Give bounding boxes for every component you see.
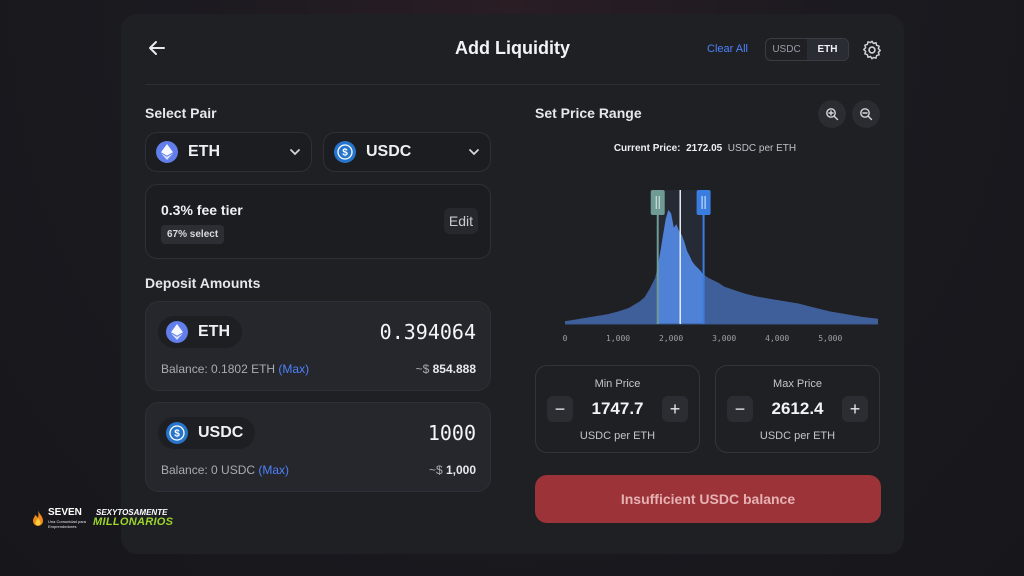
watermark-logo: SEVEN Una Comunidad para Emprendedores S…	[30, 506, 190, 532]
watermark-line2: MILLONARIOS	[93, 516, 174, 528]
svg-text:$: $	[342, 148, 348, 159]
x-tick-label: 3,000	[712, 334, 736, 343]
liquidity-area	[565, 210, 878, 324]
eth-icon	[156, 141, 178, 163]
min-price-decrement-button[interactable]: −	[547, 396, 573, 422]
zoom-out-button[interactable]	[852, 100, 880, 128]
max-price-unit: USDC per ETH	[759, 430, 836, 442]
max-price-label: Max Price	[773, 378, 822, 390]
token-a-select[interactable]: ETH	[145, 132, 312, 172]
usdc-deposit-box: $ USDC Balance: 0 USDC (Max) ~$ 1,000	[145, 402, 491, 492]
current-price-unit: USDC per ETH	[727, 143, 797, 154]
eth-amount-input[interactable]	[316, 320, 476, 344]
svg-text:$: $	[174, 429, 180, 440]
zoom-in-icon	[826, 108, 839, 121]
current-price-label: Current Price:	[613, 143, 681, 154]
max-price-increment-button[interactable]: +	[842, 396, 868, 422]
max-price-value[interactable]: 2612.4	[771, 399, 824, 418]
denomination-toggle: USDC ETH	[765, 38, 849, 61]
eth-icon	[166, 321, 188, 343]
fee-tier-box: 0.3% fee tier 67% select Edit	[145, 184, 491, 259]
current-price: Current Price: 2172.05 USDC per ETH	[535, 143, 875, 154]
set-price-range-title: Set Price Range	[535, 105, 642, 121]
eth-balance: Balance: 0.1802 ETH (Max)	[161, 362, 309, 376]
chevron-down-icon	[469, 149, 479, 156]
token-b-label: USDC	[366, 143, 412, 160]
x-tick-label: 4,000	[765, 334, 789, 343]
fee-tier-label: 0.3% fee tier	[161, 202, 243, 218]
min-price-box: Min Price − 1747.7 + USDC per ETH	[535, 365, 700, 453]
min-range-handle	[650, 190, 665, 215]
usdc-icon: $	[166, 422, 188, 444]
x-tick-label: 2,000	[659, 334, 683, 343]
max-price-box: Max Price − 2612.4 + USDC per ETH	[715, 365, 880, 453]
submit-button[interactable]: Insufficient USDC balance	[535, 475, 881, 523]
liquidity-chart[interactable]: 0 1,000 2,000 3,000 4,000 5,000	[535, 174, 881, 346]
header-divider	[145, 84, 880, 85]
token-a-label: ETH	[188, 143, 220, 160]
x-tick-label: 5,000	[818, 334, 842, 343]
gear-icon[interactable]	[861, 39, 883, 61]
min-price-unit: USDC per ETH	[579, 430, 656, 442]
chevron-down-icon	[290, 149, 300, 156]
eth-usd-amount: 854.888	[432, 362, 476, 376]
fee-select-badge: 67% select	[161, 225, 225, 244]
usdc-amount-input[interactable]	[316, 421, 476, 445]
current-price-value: 2172.05	[686, 143, 723, 154]
toggle-eth[interactable]: ETH	[807, 39, 848, 60]
page-title: Add Liquidity	[455, 38, 570, 58]
token-b-select[interactable]: $ USDC	[323, 132, 491, 172]
usdc-token-label: USDC	[198, 424, 244, 441]
watermark-brand: SEVEN	[48, 507, 82, 518]
usdc-balance-label: Balance: 0 USDC	[161, 463, 256, 477]
eth-token-label: ETH	[198, 323, 230, 340]
max-range-handle	[696, 190, 711, 215]
add-liquidity-panel: Add Liquidity Clear All USDC ETH Select …	[121, 14, 904, 554]
select-pair-title: Select Pair	[145, 105, 217, 121]
deposit-amounts-title: Deposit Amounts	[145, 275, 261, 291]
zoom-in-button[interactable]	[818, 100, 846, 128]
toggle-usdc[interactable]: USDC	[772, 44, 801, 55]
usdc-balance: Balance: 0 USDC (Max)	[161, 463, 289, 477]
usdc-usd-prefix: ~$	[428, 463, 443, 477]
eth-max-button[interactable]: (Max)	[278, 362, 310, 376]
edit-fee-button[interactable]: Edit	[443, 208, 478, 234]
zoom-out-icon	[860, 108, 873, 121]
watermark-brand-sub: Una Comunidad para Emprendedores	[48, 519, 87, 529]
clear-all-link[interactable]: Clear All	[707, 43, 748, 55]
eth-usd-prefix: ~$	[415, 362, 430, 376]
min-price-label: Min Price	[594, 378, 641, 390]
min-price-increment-button[interactable]: +	[662, 396, 688, 422]
watermark-line1: SEXYTOSAMENTE	[96, 508, 168, 517]
usdc-usd-value: ~$ 1,000	[429, 463, 476, 477]
flame-icon	[33, 510, 43, 526]
eth-deposit-box: ETH Balance: 0.1802 ETH (Max) ~$ 854.888	[145, 301, 491, 391]
min-price-value[interactable]: 1747.7	[591, 399, 644, 418]
eth-usd-value: ~$ 854.888	[416, 362, 476, 376]
eth-token-chip: ETH	[158, 316, 242, 348]
usdc-token-chip: $ USDC	[158, 417, 256, 449]
usdc-icon: $	[334, 141, 356, 163]
usdc-usd-amount: 1,000	[445, 463, 476, 477]
eth-balance-label: Balance: 0.1802 ETH	[161, 362, 276, 376]
x-tick-label: 0	[563, 334, 568, 343]
back-arrow-icon[interactable]	[145, 36, 169, 60]
usdc-max-button[interactable]: (Max)	[258, 463, 290, 477]
x-tick-label: 1,000	[606, 334, 630, 343]
max-price-decrement-button[interactable]: −	[727, 396, 753, 422]
